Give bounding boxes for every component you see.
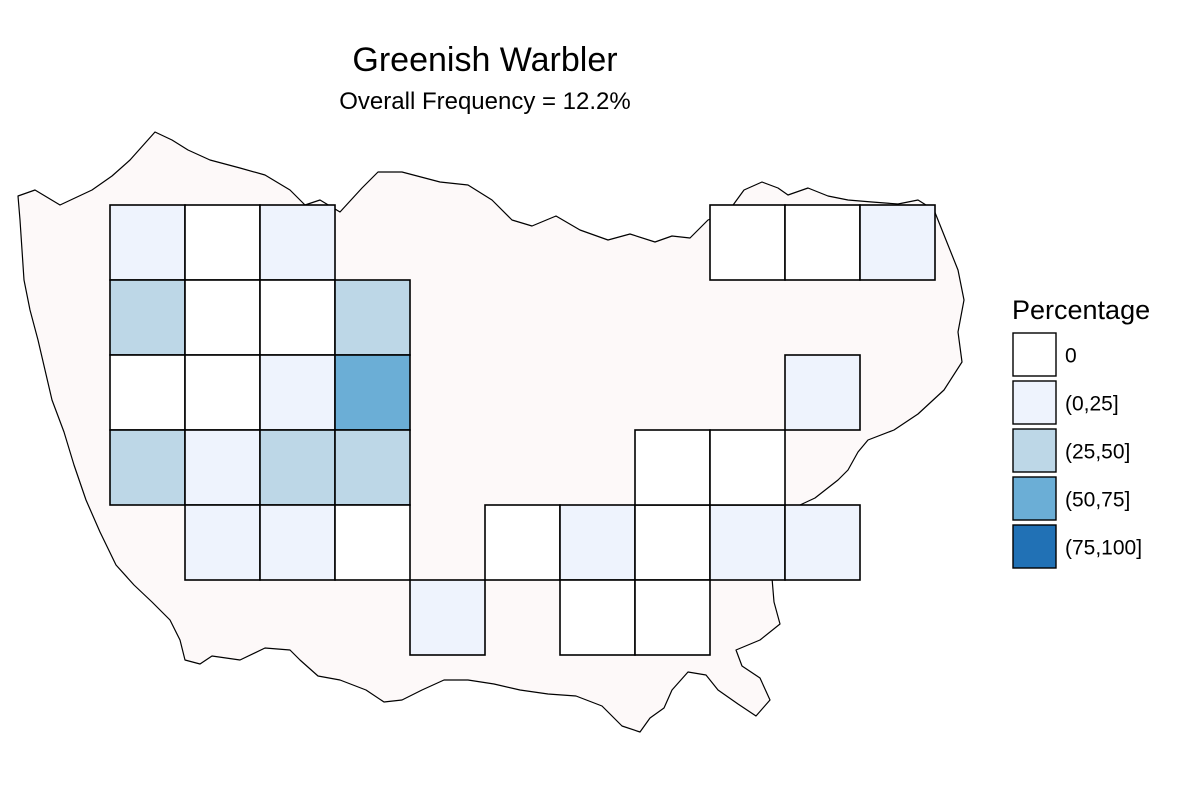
grid-cell-2-1 [259, 279, 336, 356]
grid-cell-2-2 [259, 354, 336, 431]
grid-cell-6-4 [559, 504, 636, 581]
grid-cell-1-2 [184, 354, 261, 431]
legend-swatch-3 [1012, 476, 1057, 521]
grid-cell-1-0 [184, 204, 261, 281]
grid-cell-6-5 [559, 579, 636, 656]
legend-swatch-1 [1012, 380, 1057, 425]
grid-cell-10-0 [859, 204, 936, 281]
legend-label-1: (0,25] [1065, 393, 1119, 416]
map-subtitle: Overall Frequency = 12.2% [339, 88, 630, 115]
grid-cell-3-4 [334, 504, 411, 581]
legend-title: Percentage [1012, 295, 1150, 325]
legend: Percentage 0 (0,25] (25,50] (50,75] (75,100] [1012, 295, 1150, 569]
legend-swatch-0 [1012, 332, 1057, 377]
grid-cell-1-4 [184, 504, 261, 581]
grid-cell-0-0 [109, 204, 186, 281]
grid-cell-3-3 [334, 429, 411, 506]
legend-swatch-2 [1012, 428, 1057, 473]
grid-cell-3-1 [334, 279, 411, 356]
grid-cell-1-3 [184, 429, 261, 506]
grid-cell-7-5 [634, 579, 711, 656]
grid-cell-4-5 [409, 579, 486, 656]
grid-cell-7-4 [634, 504, 711, 581]
grid-cell-3-2 [334, 354, 411, 431]
grid-cell-9-0 [784, 204, 861, 281]
grid-cell-9-2 [784, 354, 861, 431]
legend-label-0: 0 [1065, 345, 1077, 368]
grid-cell-2-0 [259, 204, 336, 281]
grid-cell-7-3 [634, 429, 711, 506]
grid-cell-9-4 [784, 504, 861, 581]
legend-label-3: (50,75] [1065, 489, 1130, 512]
map-title: Greenish Warbler [352, 41, 617, 79]
legend-swatch-4 [1012, 524, 1057, 569]
grid-cell-8-3 [709, 429, 786, 506]
grid-cell-8-0 [709, 204, 786, 281]
grid-cell-0-2 [109, 354, 186, 431]
grid-cell-5-4 [484, 504, 561, 581]
grid-cell-0-1 [109, 279, 186, 356]
grid-cell-2-4 [259, 504, 336, 581]
legend-label-4: (75,100] [1065, 537, 1142, 560]
legend-items: 0 (0,25] (25,50] (50,75] (75,100] [1012, 332, 1142, 569]
grid-cell-0-3 [109, 429, 186, 506]
grid-cell-8-4 [709, 504, 786, 581]
legend-label-2: (25,50] [1065, 441, 1130, 464]
grid-cell-2-3 [259, 429, 336, 506]
grid-cell-1-1 [184, 279, 261, 356]
grid-cells [109, 204, 936, 656]
